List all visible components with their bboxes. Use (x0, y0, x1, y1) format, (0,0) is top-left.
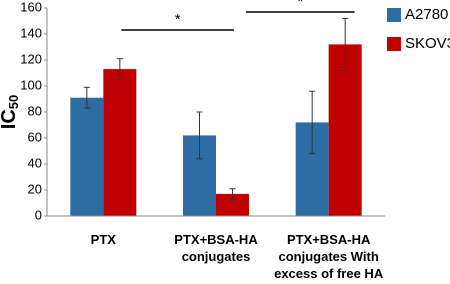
x-tick-label: PTX (91, 232, 117, 247)
y-tick-label: 40 (28, 155, 42, 170)
y-tick-label: 0 (35, 207, 42, 222)
bar (328, 44, 362, 217)
y-tick-label: 20 (28, 181, 42, 196)
significance-star: * (175, 11, 181, 28)
y-tick-label: 80 (28, 103, 42, 118)
x-tick-label: PTX+BSA-HA conjugates (174, 232, 258, 264)
y-axis-label-sub: 50 (6, 95, 21, 109)
bar (70, 97, 104, 216)
y-tick-label: 120 (20, 51, 42, 66)
x-tick-label-line: PTX+BSA-HA (287, 232, 371, 247)
y-tick-label: 60 (28, 129, 42, 144)
bar (216, 193, 249, 216)
x-tick-label-line: PTX+BSA-HA (174, 232, 258, 247)
x-tick-label: PTX+BSA-HA conjugates With excess of free … (274, 232, 384, 281)
legend-swatch (387, 8, 401, 22)
x-tick-label-line: conjugates (182, 249, 251, 264)
y-tick-label: 100 (20, 77, 42, 92)
bar (103, 69, 137, 216)
y-tick-label: 140 (20, 25, 42, 40)
legend-label: A2780 (405, 6, 448, 23)
x-tick-label-line: PTX (91, 232, 117, 247)
x-tick-label-line: excess of free HA (274, 266, 384, 281)
legend-label: SKOV3 (405, 35, 450, 52)
y-axis-label-main: IC (0, 109, 20, 129)
y-tick-label: 160 (20, 0, 42, 14)
significance-star: * (297, 0, 303, 10)
x-tick-label-line: conjugates With (279, 249, 379, 264)
legend-swatch (387, 37, 401, 51)
y-axis-label: IC50 (0, 95, 21, 129)
